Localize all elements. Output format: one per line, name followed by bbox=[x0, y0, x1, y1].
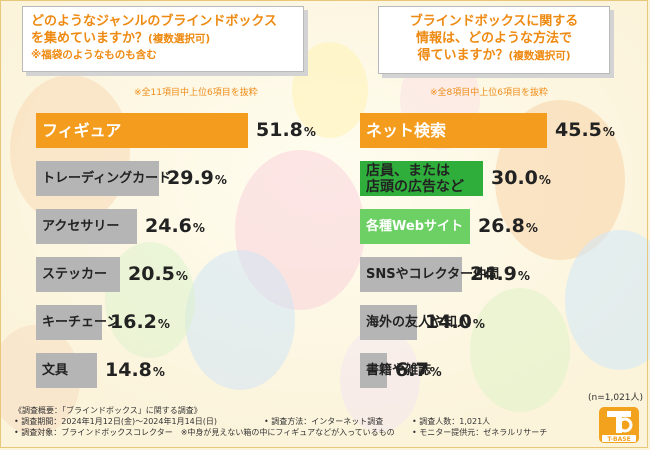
bar-label-1-5: 書籍や雑誌 bbox=[366, 363, 432, 378]
value-number: 51.8 bbox=[256, 119, 303, 141]
bar-label-1-0: ネット検索 bbox=[366, 121, 447, 140]
bar-1-2 bbox=[360, 209, 470, 244]
bar-1-0 bbox=[360, 113, 547, 148]
survey-provider: • モニター提供元：ゼネラルリサーチ bbox=[412, 428, 548, 437]
bar-value-0-1: 29.9% bbox=[167, 167, 227, 189]
survey-title: 《調査概要：「ブラインドボックス」に関する調査》 bbox=[14, 406, 202, 415]
bar-label-1-3: SNSやコレクター仲間 bbox=[366, 267, 500, 282]
survey-count: • 調査人数：1,021人 bbox=[412, 417, 491, 426]
bar-label-0-5: 文具 bbox=[42, 363, 69, 378]
bar-value-1-3: 24.9% bbox=[470, 263, 530, 285]
value-number: 26.8 bbox=[478, 215, 525, 237]
question-left-note: ※福袋のようなものも含む bbox=[31, 49, 157, 61]
value-unit: % bbox=[538, 173, 551, 187]
bar-0-4 bbox=[36, 305, 102, 340]
value-number: 30.0 bbox=[491, 167, 538, 189]
excerpt-note-left: ※全11項目中上位6項目を抜粋 bbox=[134, 88, 258, 98]
bar-label-1-2: 各種Webサイト bbox=[366, 219, 463, 234]
bar-1-4 bbox=[360, 305, 417, 340]
bar-value-1-0: 45.5% bbox=[555, 119, 615, 141]
bar-0-0 bbox=[36, 113, 248, 148]
bar-label-1-1: 店員、または 店頭の広告など bbox=[366, 163, 464, 195]
value-number: 24.6 bbox=[145, 215, 192, 237]
bar-value-1-5: 6.7% bbox=[395, 359, 442, 381]
bar-0-1 bbox=[36, 161, 159, 196]
bar-1-5 bbox=[360, 353, 387, 388]
value-number: 14.0 bbox=[425, 311, 472, 333]
value-number: 6.7 bbox=[395, 359, 429, 381]
bar-value-0-5: 14.8% bbox=[105, 359, 165, 381]
value-number: 45.5 bbox=[555, 119, 602, 141]
question-box-right: ブラインドボックスに関する 情報は、どのような方法で 得ていますか？(複数選択可… bbox=[378, 6, 610, 74]
bar-value-1-4: 14.0% bbox=[425, 311, 485, 333]
value-unit: % bbox=[303, 125, 316, 139]
value-number: 16.2 bbox=[110, 311, 157, 333]
sample-size: (n=1,021人) bbox=[588, 393, 644, 403]
value-unit: % bbox=[517, 269, 530, 283]
value-number: 24.9 bbox=[470, 263, 517, 285]
bar-value-1-2: 26.8% bbox=[478, 215, 538, 237]
bar-value-0-3: 20.5% bbox=[128, 263, 188, 285]
excerpt-note-right: ※全8項目中上位6項目を抜粋 bbox=[430, 88, 548, 98]
question-left-line2: を集めていますか？ bbox=[31, 31, 149, 46]
value-unit: % bbox=[472, 317, 485, 331]
bar-value-0-0: 51.8% bbox=[256, 119, 316, 141]
bar-label-0-0: フィギュア bbox=[42, 121, 122, 140]
value-unit: % bbox=[175, 269, 188, 283]
value-number: 29.9 bbox=[167, 167, 214, 189]
t-base-logo: T-BASE bbox=[599, 407, 639, 443]
survey-period: • 調査期間：2024年1月12日(金)〜2024年1月14日(日) bbox=[14, 417, 218, 426]
survey-target: • 調査対象：ブラインドボックスコレクター ※中身が見えない箱の中にフィギュアな… bbox=[14, 428, 395, 437]
survey-method: • 調査方法：インターネット調査 bbox=[264, 417, 384, 426]
bar-0-5 bbox=[36, 353, 97, 388]
value-unit: % bbox=[602, 125, 615, 139]
bar-label-0-4: キーチェーン bbox=[42, 315, 120, 330]
bar-label-0-1: トレーディングカード bbox=[42, 171, 172, 186]
value-number: 20.5 bbox=[128, 263, 175, 285]
value-unit: % bbox=[157, 317, 170, 331]
question-box-left: どのようなジャンルのブラインドボックス を集めていますか？(複数選択可) ※福袋… bbox=[22, 6, 304, 72]
value-unit: % bbox=[429, 365, 442, 379]
bar-1-3 bbox=[360, 257, 462, 292]
value-unit: % bbox=[214, 173, 227, 187]
value-unit: % bbox=[525, 221, 538, 235]
bar-value-1-1: 30.0% bbox=[491, 167, 551, 189]
bar-label-0-2: アクセサリー bbox=[42, 219, 120, 234]
bar-0-2 bbox=[36, 209, 137, 244]
bar-0-3 bbox=[36, 257, 120, 292]
question-right-line1: ブラインドボックスに関する bbox=[409, 14, 579, 29]
question-right-line3: 得ていますか？ bbox=[417, 48, 509, 63]
bar-value-0-4: 16.2% bbox=[110, 311, 170, 333]
question-right-multiple-choice: (複数選択可) bbox=[508, 50, 571, 62]
value-number: 14.8 bbox=[105, 359, 152, 381]
bar-label-0-3: ステッカー bbox=[42, 267, 108, 282]
value-unit: % bbox=[192, 221, 205, 235]
bar-value-0-2: 24.6% bbox=[145, 215, 205, 237]
question-left-multiple-choice: (複数選択可) bbox=[148, 33, 211, 45]
logo-text: T-BASE bbox=[607, 436, 630, 443]
question-right-line2: 情報は、どのような方法で bbox=[415, 31, 572, 46]
value-unit: % bbox=[152, 365, 165, 379]
bar-1-1 bbox=[360, 161, 483, 196]
bar-label-1-4: 海外の友人や知人 bbox=[366, 315, 471, 330]
question-left-line1: どのようなジャンルのブラインドボックス bbox=[31, 14, 277, 29]
